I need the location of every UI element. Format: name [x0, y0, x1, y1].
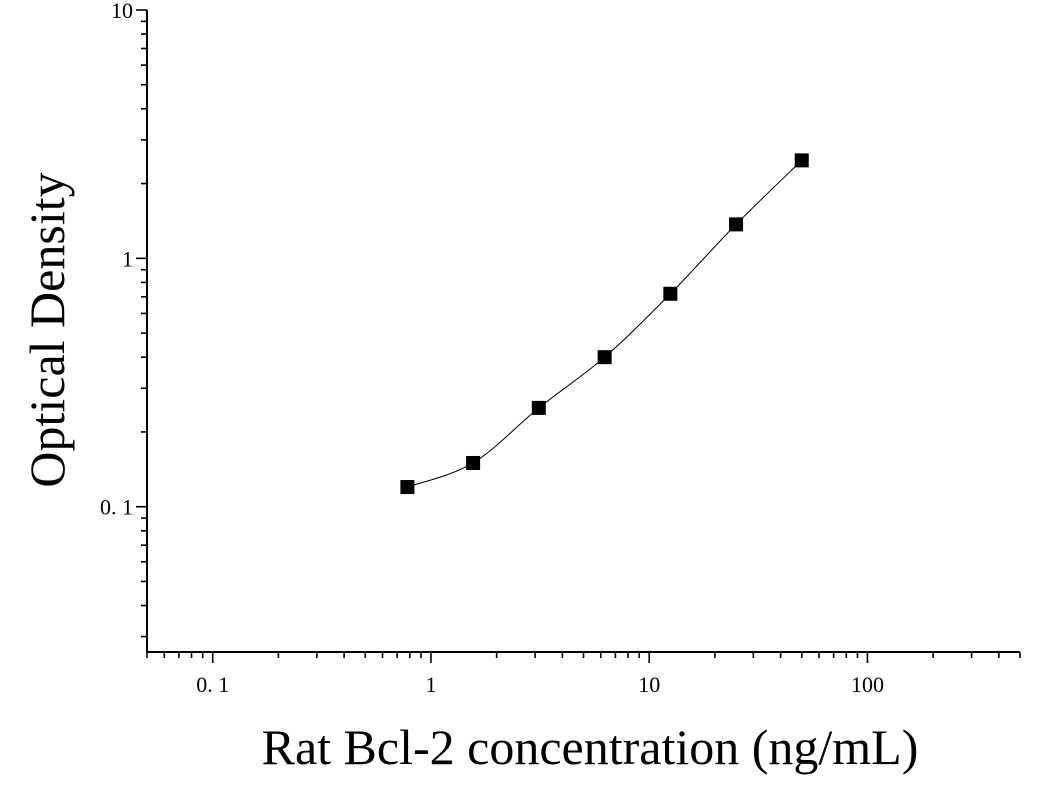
x-axis-label: Rat Bcl-2 concentration (ng/mL)	[262, 719, 919, 775]
x-tick-label: 0. 1	[196, 672, 229, 697]
data-point	[400, 480, 415, 495]
data-point	[597, 350, 612, 365]
data-point	[729, 217, 744, 232]
x-tick-label: 10	[638, 672, 660, 697]
x-tick-label: 100	[851, 672, 884, 697]
y-tick-label: 0. 1	[100, 495, 133, 520]
y-tick-label: 1	[122, 246, 133, 271]
ticks	[136, 9, 1021, 663]
y-axis-label: Optical Density	[19, 172, 75, 487]
data-point	[466, 455, 481, 470]
fit-curve	[407, 160, 803, 488]
data-points	[400, 153, 809, 495]
y-tick-label: 10	[111, 0, 133, 23]
data-point	[531, 400, 546, 415]
tick-labels: 0. 1 1 10 100 0. 1 1 10	[100, 0, 884, 697]
x-tick-label: 1	[425, 672, 436, 697]
data-point	[663, 286, 678, 301]
axes	[146, 10, 1020, 653]
data-point	[794, 153, 809, 168]
